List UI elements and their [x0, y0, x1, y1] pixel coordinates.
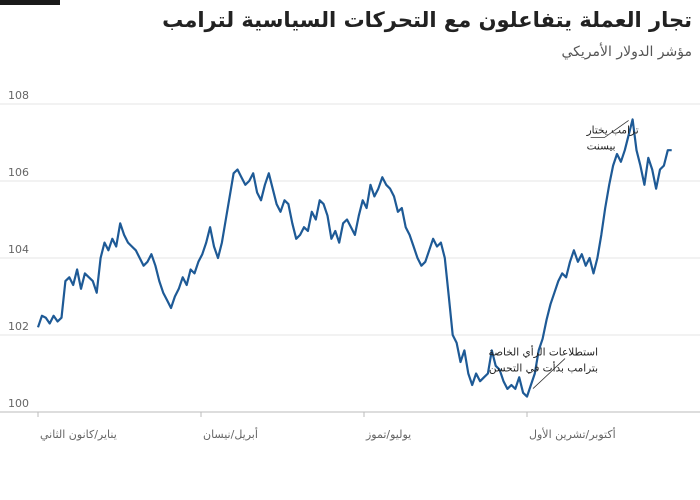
x-tick-label: يناير/كانون الثاني [40, 428, 117, 441]
annotation-text: ترامب يختار [586, 124, 639, 136]
annotation-text: استطلاعات الرأي الخاصة [489, 345, 598, 359]
series-line [36, 118, 672, 398]
y-tick-label: 106 [8, 166, 29, 179]
gridlines [0, 103, 700, 413]
annotation-text: بترامب بدأت في التحسن [489, 361, 598, 375]
x-tick-label: أبريل/نيسان [203, 427, 258, 441]
x-axis-ticks: يناير/كانون الثاني أبريل/نيسان يوليو/تموز أ… [37, 412, 616, 441]
x-tick-label: يوليو/تموز [365, 428, 411, 441]
annotation-leader [590, 120, 629, 138]
series-line-path [36, 118, 672, 398]
y-tick-label: 102 [8, 320, 29, 333]
y-axis-ticks: 100 102 104 106 108 [8, 89, 29, 410]
x-tick-label: أكتوبر/تشرين الأول [529, 427, 616, 441]
annotations: ترامب يختار بيسنت استطلاعات الرأي الخاصة بت… [489, 120, 639, 389]
annotation-leader [532, 358, 566, 389]
annotation-text: بيسنت [587, 140, 616, 152]
top-accent-bar [0, 0, 60, 5]
y-tick-label: 100 [8, 397, 29, 410]
y-tick-label: 108 [8, 89, 29, 102]
chart-subtitle: مؤشر الدولار الأمريكي [561, 44, 693, 60]
chart-title: تجار العملة يتفاعلون مع التحركات السياسي… [162, 8, 692, 32]
y-tick-label: 104 [8, 243, 29, 256]
